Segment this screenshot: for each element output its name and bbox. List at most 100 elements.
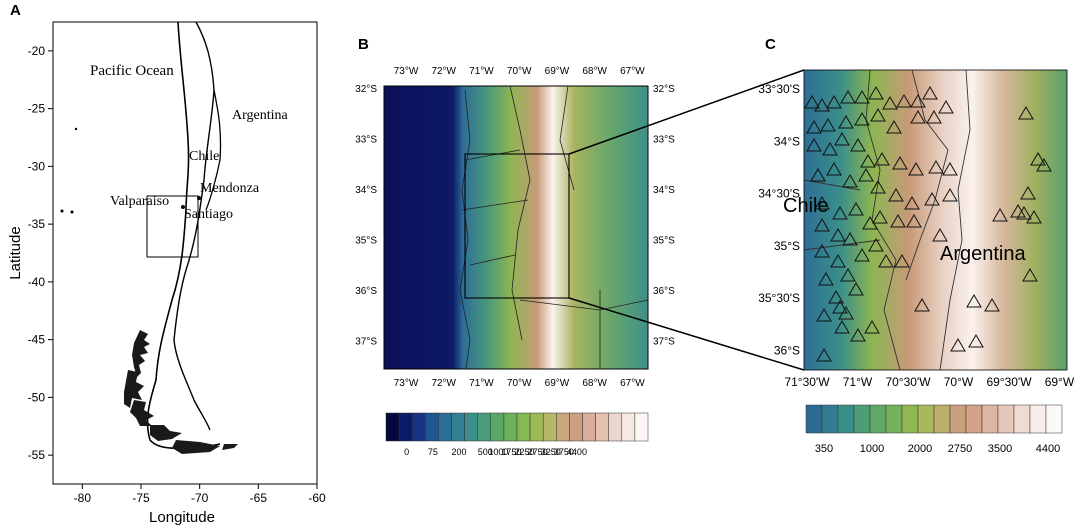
colorbar-c-swatch [869, 404, 887, 434]
panel-b: 73°W 72°W 71°W 70°W 69°W 68°W 67°W 73°W 72°W 71°… [355, 66, 675, 457]
panel-b-left-ticks: 32°S 33°S 34°S 35°S 36°S 37°S [355, 84, 377, 348]
colorbar-c-swatch [949, 404, 967, 434]
panel-b-right-tick-label: 34°S [653, 185, 675, 196]
study-area-box-b [464, 153, 570, 299]
panel-a-ytick-label: -40 [28, 275, 46, 289]
station-marker-triangle [874, 152, 890, 166]
station-marker-triangle [868, 86, 884, 100]
station-marker-triangle [854, 248, 870, 262]
panel-c: Chile Argentina 33°30'S 34°S 34°30'S 35°S 35… [758, 69, 1075, 455]
colorbar-b-swatch [490, 412, 505, 442]
colorbar-b-swatch [398, 412, 413, 442]
station-marker-triangle [906, 214, 922, 228]
panel-a-ytick-label: -25 [28, 102, 46, 116]
station-marker-triangle [950, 338, 966, 352]
station-marker-triangle [966, 294, 982, 308]
station-marker-triangle [804, 95, 820, 109]
panel-b-right-tick-label: 32°S [653, 84, 675, 95]
panel-c-lat-tick-label: 34°30'S [758, 187, 800, 201]
colorbar-b-swatch [582, 412, 596, 442]
colorbar-c-swatch [933, 404, 951, 434]
panel-b-left-tick-label: 33°S [355, 135, 377, 146]
colorbar-b-swatch [411, 412, 426, 442]
station-marker-triangle [968, 334, 984, 348]
station-marker-triangle [886, 120, 902, 134]
panel-b-top-tick-label: 69°W [545, 66, 570, 77]
colorbar-c-swatch [1045, 404, 1063, 434]
panel-c-letter: C [765, 36, 776, 53]
panel-b-top-tick-label: 71°W [469, 66, 494, 77]
panel-a-letter: A [10, 2, 21, 19]
panel-b-bottom-tick-label: 73°W [394, 378, 419, 389]
station-marker-triangle [910, 94, 926, 108]
colorbar-b-swatch [503, 412, 518, 442]
station-marker-triangle [814, 98, 830, 112]
panel-a-xlabel: Longitude [149, 509, 215, 526]
panel-c-lon-ticks: 71°30'W 71°W 70°30'W 70°W 69°30'W 69°W [784, 375, 1074, 389]
panel-b-top-tick-label: 68°W [582, 66, 607, 77]
colorbar-b-label: 200 [452, 447, 467, 457]
station-marker-triangle [984, 298, 1000, 312]
study-area-box-a [146, 195, 199, 258]
station-marker-triangle [1026, 210, 1042, 224]
zoom-connector-top [568, 69, 805, 155]
station-marker-triangle [938, 100, 954, 114]
panel-a-xtick-label: -60 [308, 491, 326, 505]
colorbar-b-swatch [516, 412, 531, 442]
station-marker-triangle [816, 348, 832, 362]
station-marker-triangle [848, 202, 864, 216]
station-marker-triangle [814, 244, 830, 258]
station-marker-triangle [878, 254, 894, 268]
mendonza-marker [197, 196, 201, 200]
colorbar-b-swatch [529, 412, 544, 442]
station-marker-triangle [870, 180, 886, 194]
colorbar-c-swatch [965, 404, 983, 434]
panel-a-xtick-label: -70 [191, 491, 209, 505]
station-marker-triangle [910, 110, 926, 124]
station-marker-triangle [826, 95, 842, 109]
station-marker-triangle [868, 238, 884, 252]
station-marker-triangle [834, 132, 850, 146]
label-argentina-c: Argentina [940, 243, 1026, 265]
station-marker-triangle [894, 254, 910, 268]
colorbar-c-swatch [917, 404, 935, 434]
colorbar-c-swatch [997, 404, 1015, 434]
panel-c-lon-tick-label: 69°30'W [986, 375, 1032, 389]
panel-a: Pacific Ocean Chile Argentina Mendonza V… [7, 21, 326, 526]
station-marker-triangle [1030, 152, 1046, 166]
colorbar-b-swatch [438, 412, 452, 442]
station-marker-triangle [942, 188, 958, 202]
zoom-connector-bottom [568, 297, 805, 371]
label-valparaiso: Valparaiso [110, 194, 169, 209]
panel-b-top-tick-label: 72°W [431, 66, 456, 77]
colorbar-c-label: 2000 [908, 443, 932, 455]
colorbar-c-label: 2750 [948, 443, 972, 455]
colorbar-b-label: 1750 [501, 447, 521, 457]
station-marker-triangle [942, 162, 958, 176]
station-marker-triangle [1022, 268, 1038, 282]
panel-b-right-ticks: 32°S 33°S 34°S 35°S 36°S 37°S [653, 84, 675, 348]
colorbar-c-swatch [885, 404, 903, 434]
panel-a-xtick-label: -80 [74, 491, 92, 505]
station-marker-triangle [854, 112, 870, 126]
panel-b-frame [383, 85, 649, 370]
colorbar-b-label: 3750 [554, 447, 574, 457]
colorbar-b-swatch [569, 412, 583, 442]
station-marker-triangle [924, 192, 940, 206]
panel-a-yticks: -20 -25 -30 -35 -40 -45 -50 -55 [28, 44, 53, 462]
colorbar-b-swatch [608, 412, 623, 442]
colorbar-b-label: 0 [404, 447, 409, 457]
elevation-field-b [384, 86, 648, 369]
island-dot [60, 209, 64, 213]
panel-b-bottom-tick-label: 67°W [620, 378, 645, 389]
colorbar-b-swatch [621, 412, 636, 442]
patagonia-islands [124, 330, 238, 454]
station-marker-triangle [1020, 186, 1036, 200]
station-marker-triangle [840, 268, 856, 282]
colorbar-c-swatch [821, 404, 839, 434]
panel-a-xtick-label: -65 [250, 491, 268, 505]
station-marker-triangle [832, 300, 848, 314]
station-marker-triangle [872, 210, 888, 224]
